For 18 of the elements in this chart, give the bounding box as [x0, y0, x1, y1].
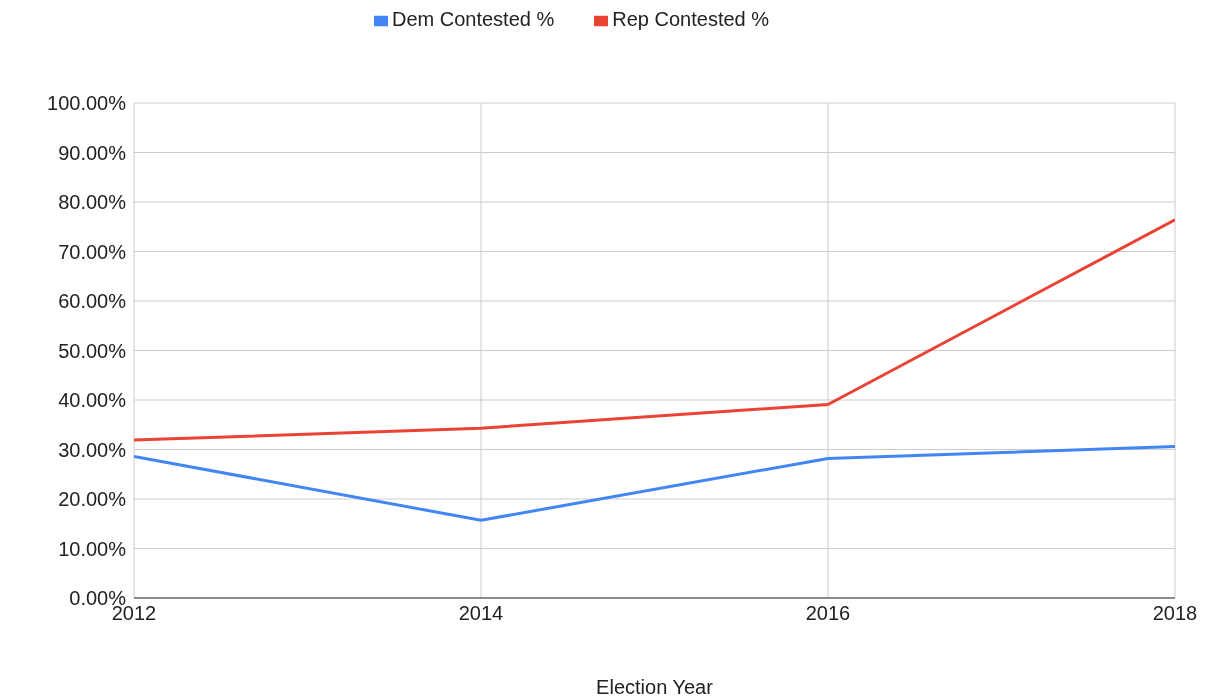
x-tick-label: 2014: [458, 602, 504, 625]
y-tick-label: 90.00%: [58, 141, 127, 164]
y-tick-label: 40.00%: [58, 389, 127, 412]
y-tick-label: 80.00%: [58, 191, 127, 214]
y-tick-label: 30.00%: [58, 438, 127, 461]
line-series: [134, 445, 1175, 522]
legend-label: Rep Contested %: [612, 8, 770, 30]
x-tick-label: 2018: [1152, 602, 1198, 625]
y-tick-label: 100.00%: [47, 92, 127, 115]
x-axis-title: Election Year: [596, 676, 714, 698]
y-tick-label: 70.00%: [58, 240, 127, 263]
y-tick-label: 60.00%: [58, 290, 127, 313]
y-tick-label: 20.00%: [58, 488, 127, 511]
y-tick-label: 50.00%: [58, 339, 127, 362]
legend-label: Dem Contested %: [391, 8, 555, 30]
line-series: [134, 218, 1175, 442]
y-tick-label: 10.00%: [58, 537, 127, 560]
x-tick-label: 2016: [805, 602, 851, 625]
